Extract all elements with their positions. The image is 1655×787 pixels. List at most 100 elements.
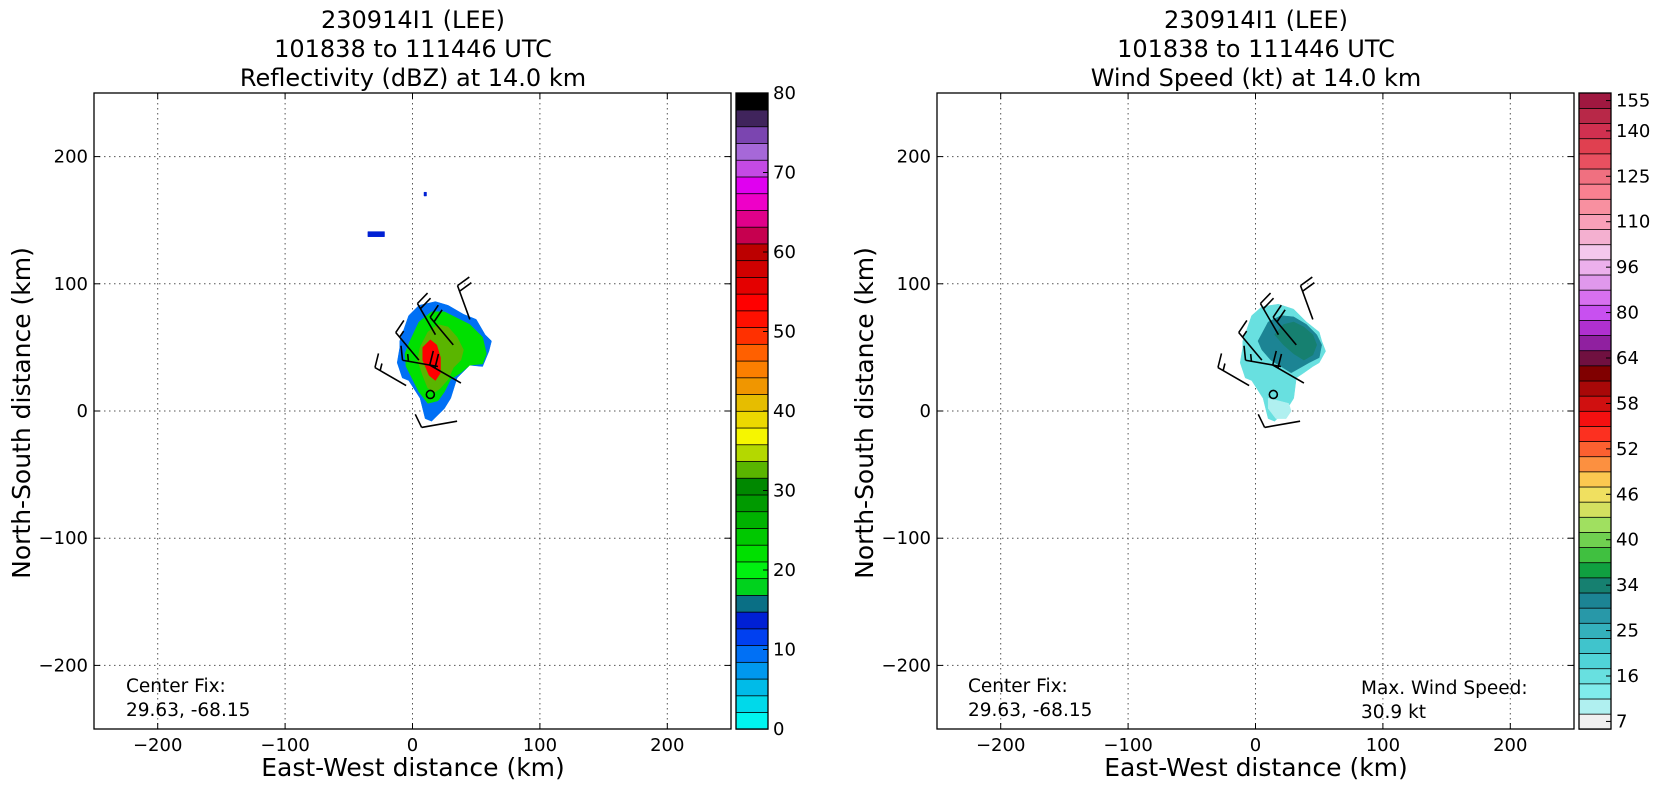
max-wind-value: 30.9 kt: [1361, 702, 1426, 723]
colorbar-band: [735, 259, 769, 278]
colorbar-tick-label: 25: [1616, 621, 1639, 642]
colorbar-band: [1578, 562, 1612, 579]
colorbar-band: [1578, 380, 1612, 397]
colorbar-band: [735, 494, 769, 513]
colorbar-band: [735, 276, 769, 295]
wind-barb-flag: [1257, 413, 1266, 428]
y-axis-label: North-South distance (km): [850, 247, 879, 579]
colorbar-tick-label: 16: [1616, 666, 1639, 687]
colorbar-band: [1578, 683, 1612, 700]
wind-barb-shaft: [421, 420, 458, 429]
center-fix-label: Center Fix:: [968, 676, 1068, 697]
wind-barb-flag: [1302, 282, 1315, 292]
wind-barb: [1272, 304, 1297, 346]
x-tick-label: 0: [407, 735, 418, 756]
wind-barb-flag: [1276, 309, 1286, 323]
colorbar-band: [735, 343, 769, 362]
colorbar-band: [1578, 274, 1612, 291]
colorbar-band: [735, 444, 769, 462]
wind-barb-flag: [416, 292, 429, 305]
colorbar-tick-label: 96: [1616, 257, 1639, 278]
colorbar-band: [1578, 471, 1612, 488]
y-tick-label: −200: [39, 655, 88, 676]
wind-barb-shaft: [1264, 420, 1301, 429]
colorbar-band: [735, 644, 769, 663]
wind-barb-flag: [1262, 297, 1275, 310]
y-tick-label: 0: [77, 401, 88, 422]
colorbar-band: [735, 142, 769, 161]
wind-barb: [1259, 292, 1280, 336]
colorbar-tick-label: 58: [1616, 393, 1639, 414]
colorbar-band: [735, 209, 769, 228]
data-region: [423, 191, 427, 197]
wind-barb-shaft: [429, 364, 462, 384]
colorbar-band: [1578, 637, 1612, 654]
colorbar-band: [735, 92, 769, 111]
colorbar-tick-label: 110: [1616, 212, 1650, 233]
wind-barb: [456, 276, 472, 320]
colorbar-band: [735, 410, 769, 429]
colorbar-band: [735, 377, 769, 395]
wind-barb-flag: [1259, 292, 1272, 305]
max-wind-label: Max. Wind Speed:: [1361, 678, 1528, 699]
center-marker: [425, 389, 436, 400]
chart-title-line-1: 230914I1 (LEE): [321, 6, 505, 34]
grid: [94, 93, 731, 729]
y-tick-label: −200: [882, 655, 931, 676]
center-marker: [1268, 389, 1279, 400]
x-axis-label: East-West distance (km): [261, 753, 565, 782]
colorbar-tick-label: 70: [773, 163, 796, 184]
colorbar-tick-label: 46: [1616, 484, 1639, 505]
colorbar-band: [1578, 183, 1612, 200]
wind-barb-flag: [400, 345, 404, 361]
colorbar-tick-label: 0: [773, 719, 784, 740]
colorbar-band: [1578, 698, 1612, 715]
y-tick-label: −100: [39, 528, 88, 549]
wind-barb: [395, 320, 420, 361]
colorbar-band: [735, 427, 769, 446]
colorbar-band: [735, 577, 769, 596]
colorbar-band: [735, 544, 769, 563]
colorbar-tick-label: 34: [1616, 575, 1639, 596]
wind-barb-half-flag: [1241, 330, 1248, 338]
wind-barb: [416, 292, 437, 336]
wind-barb: [1217, 353, 1250, 387]
data-region: [1267, 397, 1292, 419]
chart-title-line-2: 101838 to 111446 UTC: [1117, 35, 1395, 63]
x-tick-label: −100: [260, 735, 309, 756]
wind-barbs: [374, 276, 472, 429]
x-tick-label: 100: [523, 735, 557, 756]
colorbar-tick-label: 7: [1616, 711, 1627, 732]
wind-barb-half-flag: [379, 363, 383, 371]
colorbar-band: [735, 695, 769, 713]
colorbar-band: [735, 678, 769, 697]
colorbar-band: [1578, 138, 1612, 155]
colorbar-band: [735, 527, 769, 546]
colorbar-band: [735, 611, 769, 630]
colorbar-band: [735, 176, 769, 195]
colorbar-band: [735, 393, 769, 412]
colorbar-band: [735, 193, 769, 211]
center-fix-value: 29.63, -68.15: [968, 700, 1092, 721]
colorbar-band: [1578, 501, 1612, 518]
colorbar-tick-label: 50: [773, 322, 796, 343]
data-field: [367, 191, 492, 422]
wind-barb-flag: [433, 309, 443, 323]
wind-barb-half-flag: [406, 353, 410, 362]
colorbar-band: [1578, 592, 1612, 609]
colorbar-band: [1578, 107, 1612, 124]
wind-barb-flag: [1271, 350, 1278, 366]
wind-barb-half-flag: [1249, 353, 1253, 362]
colorbar-band: [1578, 607, 1612, 624]
colorbar-tick-label: 40: [1616, 530, 1639, 551]
wind-barb: [1243, 345, 1282, 368]
wind-barb-flag: [1243, 345, 1247, 361]
colorbar-band: [735, 460, 769, 479]
colorbar-tick-label: 20: [773, 560, 796, 581]
wind-barb-half-flag: [398, 330, 405, 338]
colorbar-tick-label: 30: [773, 481, 796, 502]
y-tick-label: 100: [54, 274, 88, 295]
x-tick-label: −200: [133, 735, 182, 756]
wind-barb-flag: [419, 297, 432, 310]
colorbar-band: [1578, 546, 1612, 564]
